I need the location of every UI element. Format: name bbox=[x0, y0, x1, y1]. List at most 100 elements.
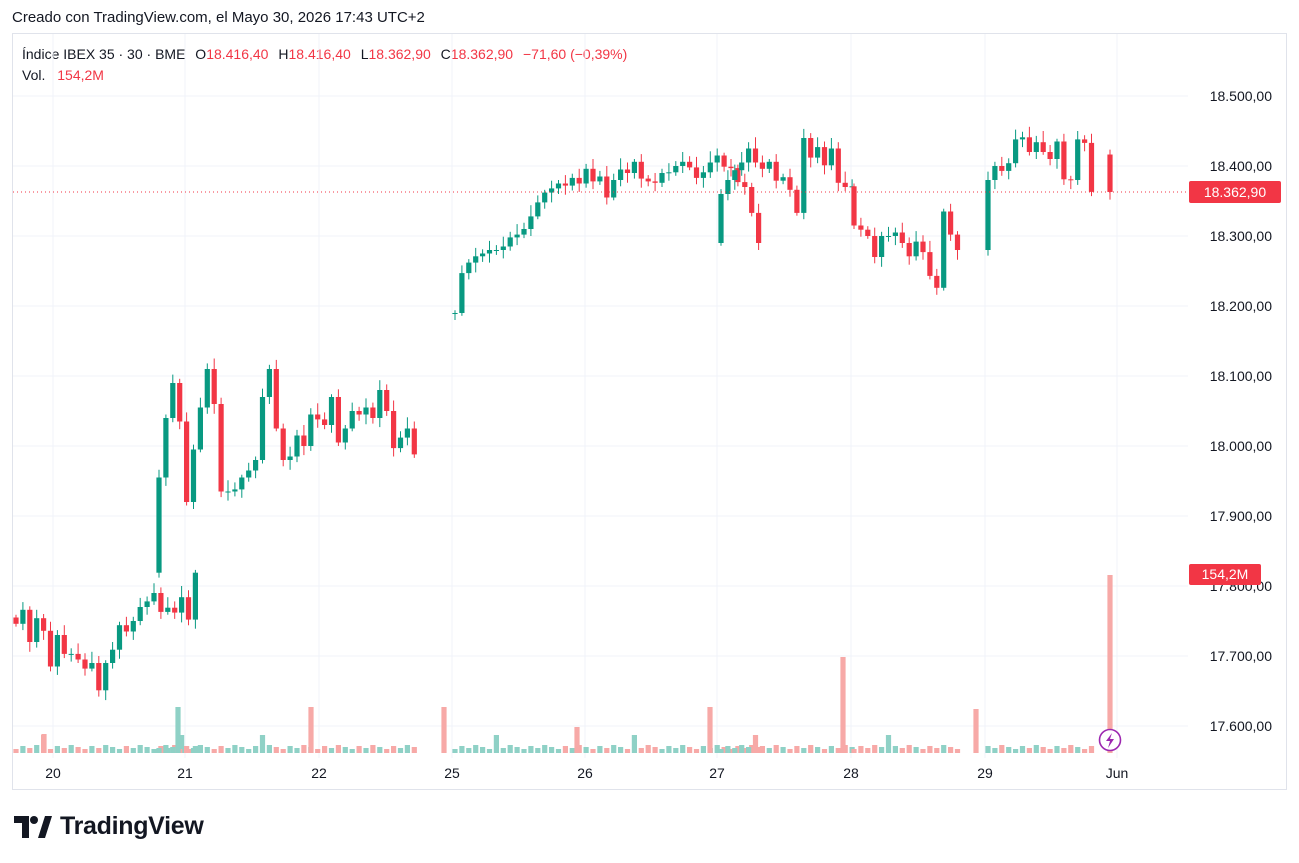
legend-open-label: O bbox=[195, 46, 207, 62]
chart-frame bbox=[12, 33, 1287, 790]
candle-body bbox=[335, 397, 341, 443]
candle-body bbox=[165, 607, 171, 612]
volume-bar bbox=[590, 749, 596, 753]
candle-body bbox=[1061, 141, 1067, 180]
candle-body bbox=[172, 607, 178, 613]
volume-bar bbox=[452, 749, 458, 753]
volume-bar bbox=[773, 745, 779, 753]
tradingview-logo[interactable]: TradingView bbox=[14, 812, 204, 841]
volume-bar bbox=[872, 745, 878, 753]
candle-body bbox=[328, 397, 335, 425]
volume-bar bbox=[363, 748, 369, 753]
volume-bar bbox=[232, 745, 238, 753]
tradingview-logo-icon bbox=[14, 815, 52, 838]
volume-spike bbox=[308, 707, 314, 753]
legend-high-label: H bbox=[278, 46, 289, 62]
volume-bar bbox=[34, 745, 40, 753]
last-price-label: 18.362,90 bbox=[1204, 184, 1266, 200]
candle-body bbox=[549, 188, 555, 193]
volume-bar bbox=[253, 746, 259, 753]
candle-body bbox=[232, 489, 238, 492]
legend-change: −71,60 (−0,39%) bbox=[522, 46, 628, 62]
candle-body bbox=[480, 253, 486, 257]
candle-body bbox=[1047, 152, 1053, 159]
candle-body bbox=[27, 609, 33, 642]
candle-body bbox=[184, 421, 190, 502]
candle-body bbox=[992, 166, 998, 180]
volume-bar bbox=[742, 748, 748, 753]
x-tick-label: 27 bbox=[709, 765, 725, 781]
candle-body bbox=[266, 369, 272, 397]
candle-body bbox=[75, 653, 81, 660]
candle-body bbox=[34, 618, 40, 642]
candle-body bbox=[954, 234, 961, 250]
volume-bar bbox=[913, 747, 919, 753]
candle-body bbox=[714, 155, 720, 163]
candle-body bbox=[1088, 142, 1095, 192]
x-tick-label: 21 bbox=[177, 765, 193, 781]
volume-bar bbox=[721, 747, 727, 753]
candle-body bbox=[732, 170, 738, 180]
last-volume-label: 154,2M bbox=[1202, 566, 1249, 582]
volume-spike bbox=[441, 707, 447, 753]
candle-body bbox=[801, 138, 807, 213]
volume-bar bbox=[1040, 747, 1046, 753]
volume-bar bbox=[555, 749, 562, 753]
volume-bar bbox=[315, 749, 321, 753]
candle-body bbox=[842, 182, 848, 187]
candle-body bbox=[185, 597, 192, 620]
legend-low-label: L bbox=[360, 46, 369, 62]
volume-bar bbox=[766, 748, 772, 753]
volume-bar bbox=[954, 749, 961, 753]
volume-bar bbox=[680, 745, 686, 753]
volume-bar bbox=[693, 749, 700, 753]
volume-bar bbox=[759, 746, 765, 753]
y-tick-label: 17.600,00 bbox=[1210, 718, 1272, 734]
volume-bar bbox=[294, 748, 300, 753]
volume-bar bbox=[835, 748, 841, 753]
candle-body bbox=[239, 477, 245, 490]
candle-body bbox=[225, 491, 231, 493]
candle-body bbox=[700, 172, 706, 178]
volume-bar bbox=[652, 747, 658, 753]
volume-bar bbox=[659, 749, 665, 753]
candle-body bbox=[404, 428, 410, 438]
volume-bar bbox=[82, 749, 88, 753]
candle-body bbox=[872, 236, 878, 257]
x-tick-label: 28 bbox=[843, 765, 859, 781]
candle-body bbox=[218, 404, 224, 492]
candle-body bbox=[728, 166, 734, 169]
volume-bar bbox=[493, 735, 499, 753]
volume-bar bbox=[624, 749, 631, 753]
x-tick-label: 29 bbox=[977, 765, 993, 781]
candle-body bbox=[687, 161, 693, 168]
volume-bar bbox=[920, 749, 926, 753]
volume-bar bbox=[821, 749, 828, 753]
volume-bar bbox=[287, 746, 293, 753]
volume-bar bbox=[700, 746, 706, 753]
lightning-icon bbox=[1106, 733, 1114, 748]
volume-bar bbox=[335, 745, 341, 753]
candle-body bbox=[411, 428, 417, 455]
volume-bar bbox=[328, 748, 335, 753]
volume-bar bbox=[179, 735, 185, 753]
volume-bar bbox=[549, 747, 555, 753]
volume-bar bbox=[47, 749, 54, 753]
y-tick-label: 18.400,00 bbox=[1210, 158, 1272, 174]
volume-bar bbox=[597, 746, 603, 753]
volume-bar bbox=[728, 749, 734, 753]
volume-bar bbox=[645, 745, 651, 753]
volume-bar bbox=[1061, 748, 1067, 753]
volume-bar bbox=[184, 746, 190, 753]
candle-body bbox=[941, 211, 947, 288]
volume-bar bbox=[801, 748, 807, 753]
volume-bar bbox=[794, 746, 800, 753]
candle-body bbox=[137, 607, 143, 621]
candle-body bbox=[1006, 163, 1012, 171]
candle-body bbox=[13, 617, 19, 624]
volume-bar bbox=[259, 735, 266, 753]
volume-bar bbox=[75, 747, 81, 753]
volume-bar bbox=[116, 749, 123, 753]
volume-bar bbox=[273, 747, 279, 753]
